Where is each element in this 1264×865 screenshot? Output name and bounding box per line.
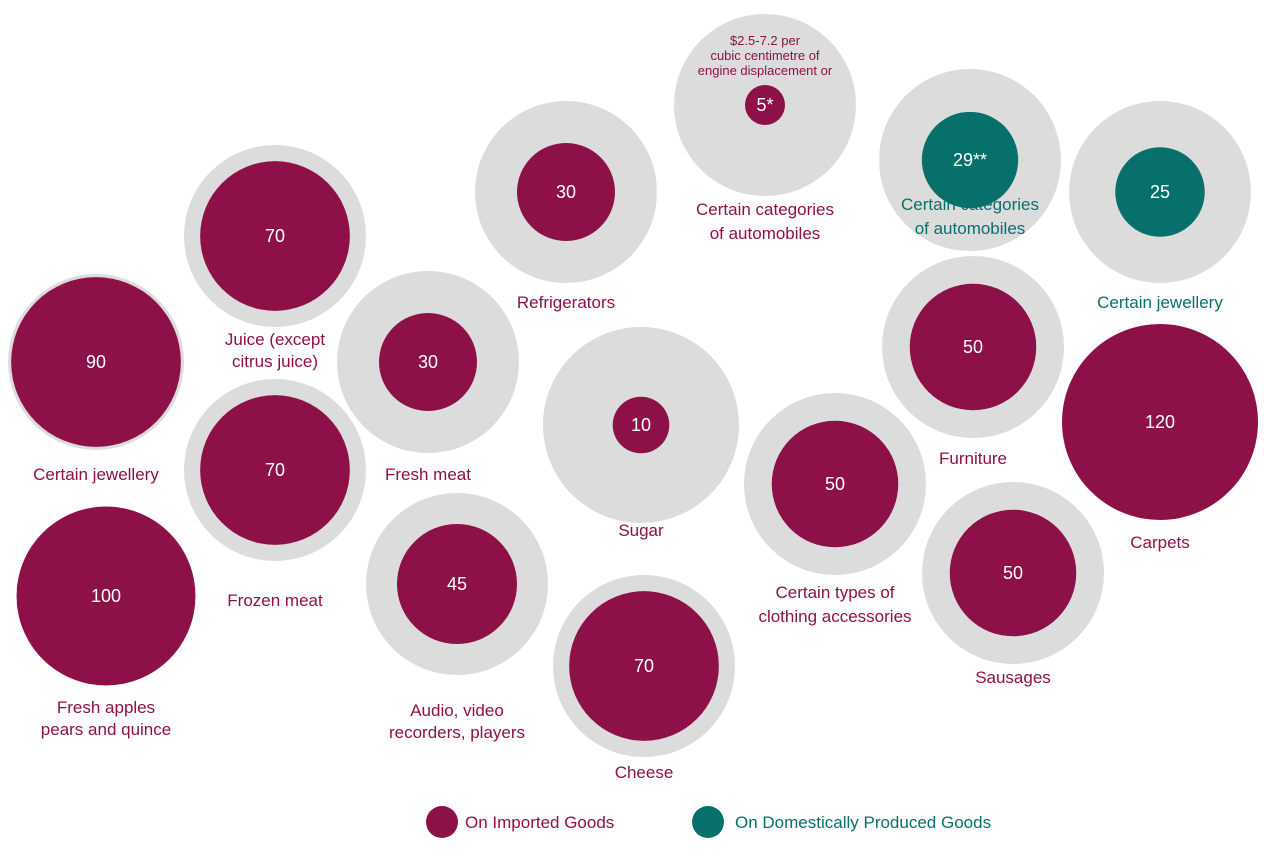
bubble-label: Furniture <box>939 449 1007 468</box>
bubble-label: Certain types of clothing accessories <box>758 583 911 626</box>
bubble-value: 70 <box>634 656 654 676</box>
bubble-label: Audio, video recorders, players <box>389 701 525 742</box>
bubbles-group: 90 Certain jewellery 100 Fresh apples pears … <box>8 14 1258 782</box>
bubble-label: Certain jewellery <box>1097 293 1223 312</box>
bubble-value: 90 <box>86 352 106 372</box>
bubble-label: Sausages <box>975 668 1051 687</box>
bubble-circle <box>1115 147 1205 237</box>
bubble-circle <box>379 313 477 411</box>
bubble-value: 50 <box>1003 563 1023 583</box>
bubble-label: Cheese <box>615 763 674 782</box>
bubble-label: Refrigerators <box>517 293 615 312</box>
bubble-label: Juice (except citrus juice) <box>225 330 325 371</box>
bubble-value: 5* <box>756 95 773 115</box>
bubble-label: Certain categories of automobiles <box>901 195 1039 238</box>
bubble-14: 50 Certain types of clothing accessories <box>744 393 926 626</box>
bubble-8: 10 Sugar <box>543 327 739 540</box>
bubble-circle <box>1062 324 1258 520</box>
bubble-label: Fresh meat <box>385 465 471 484</box>
bubble-value: 29** <box>953 150 987 170</box>
bubble-10: 5* $2.5-7.2 per cubic centimetre of engine … <box>674 14 856 243</box>
bubble-9: 70 Cheese <box>553 575 735 782</box>
bubble-13: 50 Furniture <box>882 256 1064 468</box>
bubble-16: 120 Carpets <box>1062 324 1258 552</box>
bubble-label: Carpets <box>1130 533 1190 552</box>
bubble-label: Sugar <box>618 521 664 540</box>
bubble-note: $2.5-7.2 per cubic centimetre of engine di… <box>698 33 833 78</box>
bubble-value: 120 <box>1145 412 1175 432</box>
legend-imported-label: On Imported Goods <box>465 813 614 832</box>
bubble-value: 10 <box>631 415 651 435</box>
bubble-value: 50 <box>825 474 845 494</box>
bubble-value: 70 <box>265 460 285 480</box>
bubble-6: 45 Audio, video recorders, players <box>366 493 548 742</box>
bubble-5: 30 Fresh meat <box>337 271 519 484</box>
bubble-label: Fresh apples pears and quince <box>41 698 171 739</box>
bubble-circle <box>396 523 518 645</box>
bubble-circle <box>921 111 1019 209</box>
bubble-circle <box>200 395 350 545</box>
bubble-circle <box>200 161 350 311</box>
bubble-circle <box>517 143 615 241</box>
bubble-3: 70 Juice (except citrus juice) <box>184 145 366 371</box>
bubble-value: 70 <box>265 226 285 246</box>
bubble-value: 30 <box>418 352 438 372</box>
bubble-15: 50 Sausages <box>922 482 1104 687</box>
legend-domestic-label: On Domestically Produced Goods <box>735 813 991 832</box>
bubble-label: Certain categories of automobiles <box>696 200 834 243</box>
bubble-circle <box>11 277 181 447</box>
bubble-circle <box>612 396 670 454</box>
bubble-label: Frozen meat <box>227 591 323 610</box>
bubble-value: 30 <box>556 182 576 202</box>
bubble-value: 50 <box>963 337 983 357</box>
bubble-12: 25 Certain jewellery <box>1069 101 1251 312</box>
bubble-circle <box>771 420 899 548</box>
legend: On Imported Goods On Domestically Produc… <box>426 806 991 838</box>
bubble-label: Certain jewellery <box>33 465 159 484</box>
bubble-value: 100 <box>91 586 121 606</box>
bubble-circle <box>569 591 719 741</box>
bubble-11: 29** Certain categories of automobiles <box>879 69 1061 251</box>
bubble-7: 30 Refrigerators <box>475 101 657 312</box>
bubble-value: 25 <box>1150 182 1170 202</box>
bubble-circle <box>949 509 1077 637</box>
bubble-1: 90 Certain jewellery <box>8 274 184 484</box>
legend-domestic-swatch <box>692 806 724 838</box>
bubble-circle <box>16 506 196 686</box>
bubble-circle <box>744 84 786 126</box>
bubble-value: 45 <box>447 574 467 594</box>
bubble-4: 70 Frozen meat <box>184 379 366 610</box>
legend-imported-swatch <box>426 806 458 838</box>
bubble-circle <box>909 283 1037 411</box>
bubble-2: 100 Fresh apples pears and quince <box>16 506 196 739</box>
